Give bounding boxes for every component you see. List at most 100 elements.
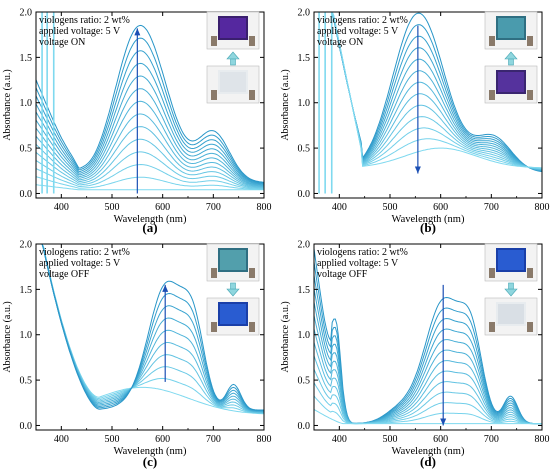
x-tick-label: 500: [383, 202, 398, 213]
spectrum-line: [36, 184, 264, 191]
spectrum-line: [314, 408, 542, 425]
x-tick-label: 400: [54, 434, 69, 445]
y-tick-label: 2.0: [20, 240, 33, 251]
spectrum-line: [314, 12, 542, 169]
y-axis-label: Absorbance (a.u.): [280, 301, 291, 372]
panel-label: (c): [143, 454, 157, 469]
y-tick-label: 2.0: [20, 8, 33, 19]
inset-arrow-down-icon: [226, 282, 240, 297]
inset-photo-bottom: [484, 297, 538, 336]
y-tick-label: 0.5: [298, 144, 311, 155]
inset-photo-bottom: [484, 65, 538, 104]
trend-arrowhead: [162, 284, 169, 292]
y-tick-label: 0.5: [20, 144, 33, 155]
y-tick-label: 1.0: [298, 98, 311, 109]
y-tick-label: 1.5: [20, 285, 33, 296]
spectra-lines: [314, 248, 542, 425]
plot-frame: [313, 11, 543, 199]
spectra-lines: [36, 12, 264, 194]
spectrum-line: [36, 244, 264, 411]
plot-frame: [313, 243, 543, 431]
spectrum-line: [36, 176, 264, 190]
spectrum-line: [314, 261, 542, 425]
x-tick-label: 800: [257, 434, 272, 445]
inset-arrow-down-icon: [504, 282, 518, 297]
inset-photo-top: [484, 11, 538, 50]
x-tick-label: 400: [332, 434, 347, 445]
x-tick-label: 700: [484, 434, 499, 445]
annotation-line: voltage ON: [317, 37, 363, 48]
x-tick-label: 800: [535, 202, 550, 213]
spectrum-line: [314, 342, 542, 425]
x-tick-label: 400: [54, 202, 69, 213]
annotation-line: voltage ON: [39, 37, 85, 48]
x-tick-label: 500: [105, 202, 120, 213]
x-tick-label: 500: [105, 434, 120, 445]
panel-label: (a): [142, 220, 157, 235]
x-tick-label: 600: [155, 202, 170, 213]
y-tick-label: 1.5: [298, 53, 311, 64]
trend-arrowhead: [134, 28, 141, 36]
plot-frame: [35, 11, 265, 199]
y-tick-label: 1.5: [298, 285, 311, 296]
y-tick-label: 0.0: [298, 189, 311, 200]
x-tick-label: 700: [484, 202, 499, 213]
spectrum-line: [36, 62, 264, 185]
x-axis-label: Wavelength (nm): [114, 214, 187, 225]
annotation-line: applied voltage: 5 V: [39, 26, 121, 37]
spectrum-line: [36, 126, 264, 188]
x-tick-label: 600: [155, 434, 170, 445]
inset-photo-top: [206, 243, 260, 282]
y-axis-label: Absorbance (a.u.): [2, 69, 13, 140]
y-tick-label: 0.0: [20, 189, 33, 200]
panel-a: 400 500 600 700 800 0.0 0.5 1.0 1.5 2.0 Wavelength…: [2, 8, 272, 236]
y-axis-label: Absorbance (a.u.): [280, 69, 291, 140]
spectra-lines: [36, 244, 264, 415]
x-tick-label: 600: [433, 202, 448, 213]
annotation-line: viologens ratio: 2 wt%: [39, 247, 130, 258]
y-tick-label: 1.5: [20, 53, 33, 64]
panel-label: (b): [420, 220, 436, 235]
y-tick-label: 1.0: [298, 330, 311, 341]
annotation-line: voltage OFF: [317, 269, 368, 280]
trend-arrowhead: [414, 166, 421, 174]
y-axis-label: Absorbance (a.u.): [2, 301, 13, 372]
panel-d: 400 500 600 700 800 0.0 0.5 1.0 1.5 2.0 Wavelength…: [280, 240, 550, 470]
spectrum-line: [36, 50, 264, 184]
x-tick-label: 400: [332, 202, 347, 213]
spectra-lines: [314, 12, 542, 194]
y-tick-label: 2.0: [298, 8, 311, 19]
inset-photo-top: [484, 243, 538, 282]
inset-photo-top: [206, 11, 260, 50]
x-tick-label: 700: [206, 434, 221, 445]
annotation-line: applied voltage: 5 V: [317, 258, 399, 269]
spectrum-line: [36, 75, 264, 185]
panel-b: 400 500 600 700 800 0.0 0.5 1.0 1.5 2.0 Wavelength…: [280, 8, 550, 236]
spectrum-line: [36, 138, 264, 188]
trend-arrowhead: [440, 418, 447, 426]
y-tick-label: 0.0: [298, 421, 311, 432]
spectrum-line: [36, 151, 264, 189]
plot-frame: [35, 243, 265, 431]
inset-photo-bottom: [206, 297, 260, 336]
y-tick-label: 1.0: [20, 330, 33, 341]
annotation-line: viologens ratio: 2 wt%: [39, 15, 130, 26]
annotation-line: viologens ratio: 2 wt%: [317, 15, 408, 26]
inset-arrow-up-icon: [504, 51, 518, 66]
x-tick-label: 700: [206, 202, 221, 213]
y-tick-label: 0.5: [298, 376, 311, 387]
x-tick-label: 500: [383, 434, 398, 445]
inset-arrow-up-icon: [226, 51, 240, 66]
spectrum-line: [36, 163, 264, 190]
y-tick-label: 0.0: [20, 421, 33, 432]
panel-c: 400 500 600 700 800 0.0 0.5 1.0 1.5 2.0 Wavelength…: [2, 240, 272, 470]
y-tick-label: 1.0: [20, 98, 33, 109]
x-axis-label: Wavelength (nm): [392, 214, 465, 225]
annotation-line: viologens ratio: 2 wt%: [317, 247, 408, 258]
spectrum-line: [36, 113, 264, 187]
panel-label: (d): [420, 454, 436, 469]
spectrum-line: [36, 24, 264, 183]
spectrum-line: [36, 37, 264, 184]
annotation-line: applied voltage: 5 V: [39, 258, 121, 269]
